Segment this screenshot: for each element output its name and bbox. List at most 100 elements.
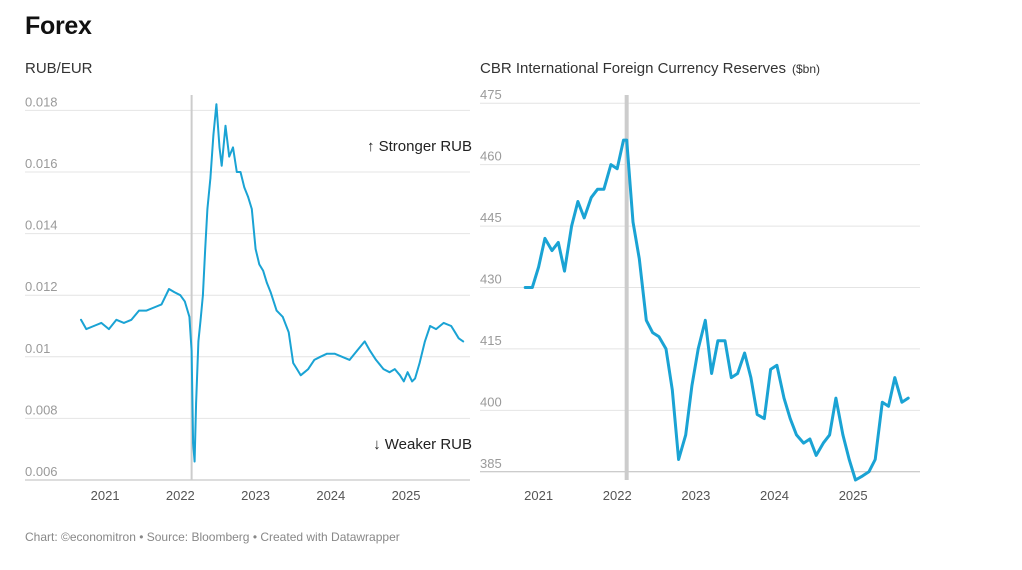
rub-data-point (424, 340, 426, 343)
res-data-point (671, 389, 674, 391)
right-chart-title-text: CBR International Foreign Currency Reser… (480, 60, 786, 77)
res-data-point (704, 319, 707, 322)
res-data-point (769, 368, 772, 371)
res-data-point (651, 331, 654, 334)
res-y-tick-label: 430 (480, 272, 502, 287)
res-data-point (570, 225, 573, 227)
res-data-point (531, 286, 534, 289)
res-data-point (802, 442, 805, 444)
rub-y-tick-label: 0.018 (25, 94, 58, 109)
rub-data-point (115, 319, 118, 321)
res-data-point (828, 434, 831, 436)
res-data-point (776, 364, 778, 367)
res-data-point (717, 339, 719, 342)
rub-data-point (266, 282, 268, 284)
rub-data-point (313, 359, 316, 361)
rub-data-point (382, 368, 385, 370)
rub-data-point (262, 269, 264, 272)
rub-data-point (188, 316, 191, 318)
rub-x-tick-label: 2023 (241, 488, 270, 503)
res-data-point (795, 434, 798, 436)
rub-x-tick-label: 2024 (316, 488, 345, 503)
res-data-point (610, 163, 612, 166)
rub-data-point (239, 171, 242, 173)
reserves-chart: 475 460 445 430 415 400 385 2021 2022 2023 2024 202… (480, 87, 920, 503)
res-data-point (524, 286, 526, 289)
rub-y-tick-label: 0.014 (25, 218, 58, 233)
rub-data-point (195, 402, 197, 404)
right-chart-unit: ($bn) (791, 62, 820, 76)
rub-data-point (80, 319, 82, 321)
res-data-point (842, 434, 844, 436)
rub-data-point (218, 146, 221, 149)
rub-data-point (287, 331, 290, 334)
res-data-point (887, 405, 890, 408)
rub-data-point (303, 371, 306, 374)
rub-data-point (296, 368, 298, 370)
res-data-point (881, 401, 884, 404)
page-title: Forex (25, 12, 92, 40)
res-data-point (868, 471, 870, 473)
res-x-tick-label: 2021 (524, 488, 553, 503)
rub-data-point (406, 371, 409, 374)
rub-x-tick-label: 2021 (91, 488, 120, 503)
rub-data-point (356, 349, 358, 352)
rub-data-point (199, 319, 202, 321)
rub-data-point (462, 340, 465, 343)
res-data-point (763, 417, 766, 420)
res-data-point (677, 458, 680, 461)
rub-y-tick-label: 0.008 (25, 402, 58, 417)
rub-data-point (130, 319, 133, 321)
res-data-point (697, 348, 699, 350)
res-data-point (551, 249, 553, 252)
res-data-point (658, 335, 660, 338)
rub-data-point (193, 460, 196, 463)
res-data-point (848, 458, 850, 461)
rub-y-tick-label: 0.006 (25, 464, 58, 479)
rub-data-point (236, 171, 238, 173)
rub-data-point (275, 309, 278, 312)
res-y-tick-label: 445 (480, 210, 502, 225)
res-data-point (684, 434, 687, 436)
rub-data-point (93, 325, 95, 327)
rub-x-tick-label: 2022 (166, 488, 195, 503)
rub-data-point (292, 362, 295, 364)
rub-data-point (403, 380, 405, 383)
res-data-point (583, 217, 585, 219)
res-data-point (894, 376, 896, 379)
res-data-point (632, 221, 634, 223)
res-data-point (622, 139, 625, 141)
rub-data-point (138, 309, 140, 312)
stronger-rub-annotation: ↑ Stronger RUB (367, 138, 472, 155)
rub-data-point (281, 316, 284, 318)
rub-data-point (414, 377, 416, 380)
res-series-line (523, 138, 910, 482)
rub-x-tick-label: 2025 (392, 488, 421, 503)
rub-eur-chart: 0.018 0.016 0.014 0.012 0.01 0.008 0.006 2021 20… (25, 94, 472, 503)
right-chart-title: CBR International Foreign Currency Reser… (480, 60, 820, 77)
rub-data-point (394, 368, 396, 370)
res-x-tick-label: 2022 (603, 488, 632, 503)
res-data-point (854, 479, 857, 481)
res-data-point (665, 348, 667, 350)
rub-data-point (247, 195, 249, 198)
rub-y-tick-label: 0.012 (25, 279, 58, 294)
rub-data-point (232, 146, 234, 149)
rub-data-point (319, 356, 322, 358)
rub-data-point (123, 322, 125, 324)
res-data-point (625, 139, 628, 141)
rub-data-point (224, 125, 227, 127)
res-x-tick-label: 2024 (760, 488, 789, 503)
rub-data-point (173, 291, 176, 293)
res-data-point (730, 376, 733, 379)
rub-data-point (206, 208, 209, 210)
rub-data-point (209, 177, 212, 179)
rub-data-point (369, 349, 371, 352)
rub-data-point (212, 134, 215, 136)
rub-data-point (254, 248, 257, 250)
rub-data-point (418, 362, 421, 364)
res-y-tick-label: 460 (480, 149, 502, 164)
rub-data-point (100, 322, 103, 324)
res-data-point (724, 339, 726, 342)
